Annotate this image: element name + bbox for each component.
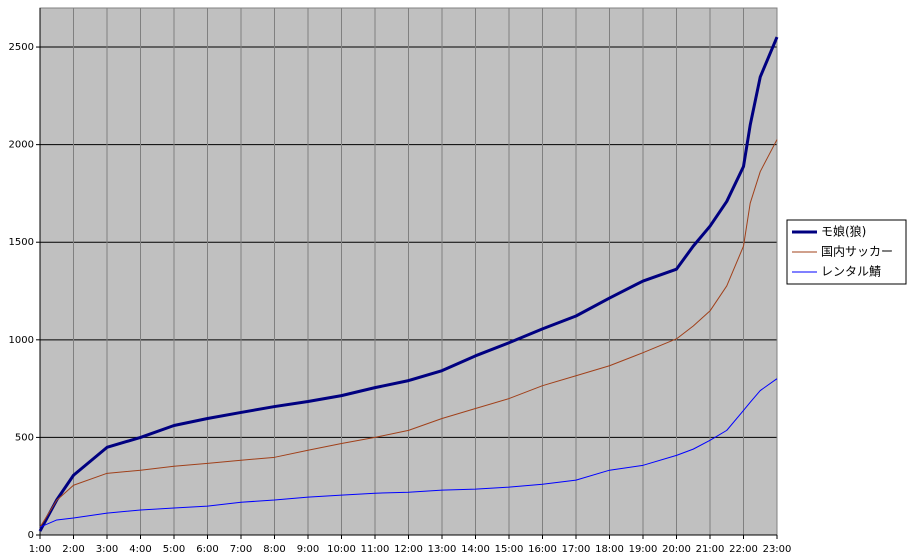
y-tick-label: 2500 bbox=[9, 42, 34, 53]
y-tick-label: 2000 bbox=[9, 140, 34, 151]
x-tick-label: 11:00 bbox=[361, 544, 390, 555]
series-line bbox=[39, 378, 778, 528]
x-tick-label: 17:00 bbox=[562, 544, 591, 555]
x-tick-label: 20:00 bbox=[662, 544, 691, 555]
x-tick-label: 2:00 bbox=[62, 544, 84, 555]
x-tick-label: 13:00 bbox=[428, 544, 457, 555]
legend-label: 国内サッカー bbox=[821, 245, 893, 259]
series-line bbox=[38, 36, 779, 532]
x-tick-label: 22:00 bbox=[729, 544, 758, 555]
x-tick-label: 9:00 bbox=[297, 544, 319, 555]
x-tick-label: 12:00 bbox=[394, 544, 423, 555]
x-tick-label: 6:00 bbox=[196, 544, 218, 555]
x-tick-label: 23:00 bbox=[763, 544, 792, 555]
x-tick-label: 18:00 bbox=[595, 544, 624, 555]
x-tick-label: 10:00 bbox=[327, 544, 356, 555]
y-tick-label: 1500 bbox=[9, 237, 34, 248]
y-tick-label: 0 bbox=[28, 530, 34, 541]
x-tick-label: 1:00 bbox=[29, 544, 51, 555]
x-tick-label: 4:00 bbox=[129, 544, 151, 555]
x-tick-label: 19:00 bbox=[629, 544, 658, 555]
x-tick-label: 16:00 bbox=[528, 544, 557, 555]
legend-label: レンタル鯖 bbox=[821, 265, 881, 279]
x-tick-label: 5:00 bbox=[163, 544, 185, 555]
series-line bbox=[39, 139, 778, 528]
x-tick-label: 21:00 bbox=[696, 544, 725, 555]
x-tick-label: 3:00 bbox=[96, 544, 118, 555]
y-tick-label: 500 bbox=[15, 432, 34, 443]
y-tick-label: 1000 bbox=[9, 335, 34, 346]
x-tick-label: 8:00 bbox=[263, 544, 285, 555]
x-tick-label: 7:00 bbox=[230, 544, 252, 555]
legend-label: モ娘(狼) bbox=[821, 224, 866, 239]
x-tick-label: 14:00 bbox=[461, 544, 490, 555]
x-tick-label: 15:00 bbox=[495, 544, 524, 555]
